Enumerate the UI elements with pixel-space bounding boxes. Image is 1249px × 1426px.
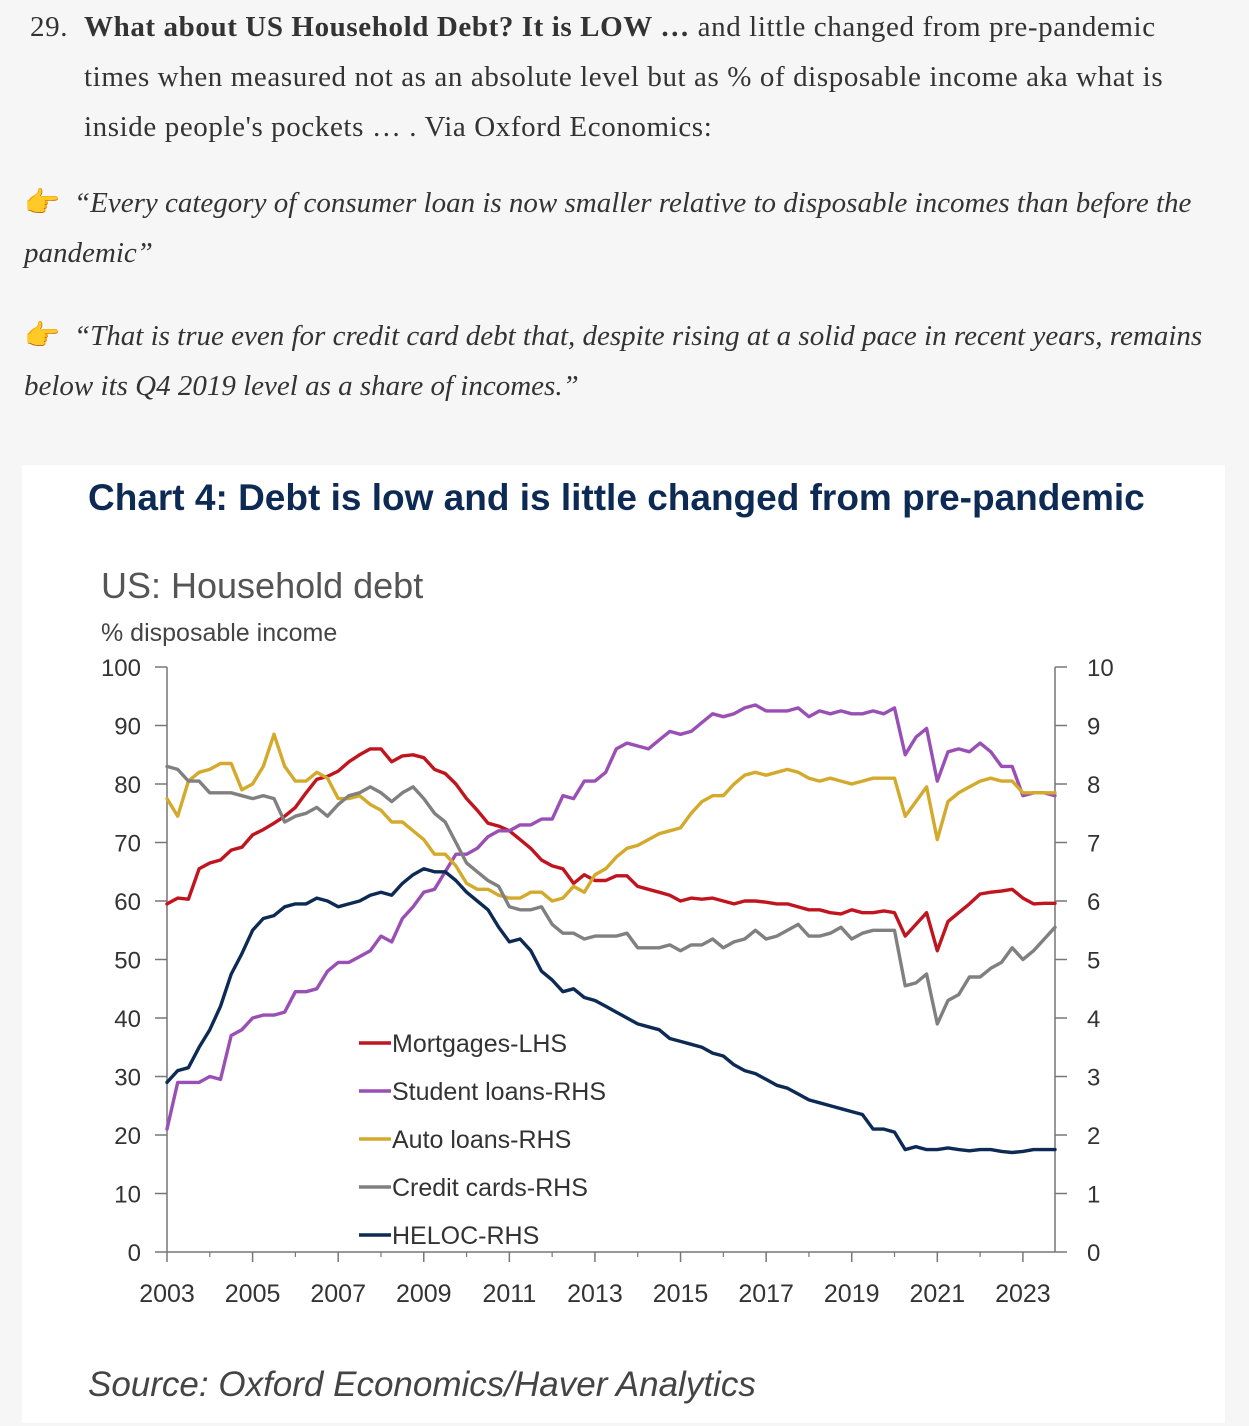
y-left-tick-label: 90 xyxy=(114,714,141,741)
quote-2: 👉 “That is true even for credit card debt… xyxy=(24,311,1214,411)
x-tick-label: 2005 xyxy=(225,1280,281,1308)
x-tick-label: 2021 xyxy=(910,1280,966,1308)
y-right-tick-label: 4 xyxy=(1087,1006,1100,1033)
legend-label: Auto loans-RHS xyxy=(392,1126,571,1154)
y-right-tick-label: 2 xyxy=(1087,1123,1100,1150)
y-right-tick-label: 7 xyxy=(1087,831,1100,858)
legend-label: HELOC-RHS xyxy=(392,1222,539,1250)
legend-label: Credit cards-RHS xyxy=(392,1174,588,1202)
x-tick-label: 2007 xyxy=(310,1280,366,1308)
item-heading: What about US Household Debt? It is LOW … xyxy=(84,11,690,43)
y-left-tick-label: 80 xyxy=(114,772,141,799)
y-right-tick-label: 8 xyxy=(1087,772,1100,799)
line-chart: 0 10 20 30 40 50 60 70 80 90 100 0 1 2 3 4 5 6 7 8 9 10 2003 20… xyxy=(101,655,1114,1308)
pointing-hand-icon: 👉 xyxy=(24,187,61,219)
legend-label: Mortgages-LHS xyxy=(392,1030,567,1058)
item-text: What about US Household Debt? It is LOW … xyxy=(84,2,1200,152)
y-right-tick-label: 1 xyxy=(1087,1182,1100,1209)
x-tick-label: 2019 xyxy=(824,1280,880,1308)
series-line-credit-cards-rhs xyxy=(165,764,1057,1026)
y-axis-label: % disposable income xyxy=(101,619,338,647)
chart-source: Source: Oxford Economics/Haver Analytics xyxy=(88,1365,756,1404)
y-left-tick-label: 20 xyxy=(114,1123,141,1150)
x-tick-label: 2015 xyxy=(653,1280,709,1308)
x-tick-label: 2009 xyxy=(396,1280,452,1308)
x-tick-label: 2017 xyxy=(738,1280,794,1308)
y-left-tick-label: 40 xyxy=(114,1006,141,1033)
series-line-heloc-rhs xyxy=(165,867,1057,1155)
x-tick-label: 2003 xyxy=(139,1280,195,1308)
quote-2-text: “That is true even for credit card debt … xyxy=(24,320,1203,402)
y-right-tick-label: 3 xyxy=(1087,1065,1100,1092)
x-tick-label: 2011 xyxy=(482,1280,536,1308)
x-tick-label: 2023 xyxy=(995,1280,1051,1308)
series-line-auto-loans-rhs xyxy=(165,732,1057,903)
chart-card: Chart 4: Debt is low and is little chang… xyxy=(22,465,1225,1423)
pointing-hand-icon: 👉 xyxy=(24,320,61,352)
y-left-tick-label: 0 xyxy=(128,1240,141,1267)
y-right-tick-label: 6 xyxy=(1087,889,1100,916)
y-left-tick-label: 30 xyxy=(114,1065,141,1092)
y-left-tick-label: 70 xyxy=(114,831,141,858)
chart-heading: Chart 4: Debt is low and is little chang… xyxy=(88,477,1145,518)
y-left-tick-label: 10 xyxy=(114,1182,141,1209)
y-left-tick-label: 50 xyxy=(114,948,141,975)
y-right-tick-label: 9 xyxy=(1087,714,1100,741)
quote-1-text: “Every category of consumer loan is now … xyxy=(24,187,1192,269)
y-right-tick-label: 5 xyxy=(1087,948,1100,975)
list-item-29: 29. What about US Household Debt? It is … xyxy=(30,2,1200,152)
y-left-tick-label: 60 xyxy=(114,889,141,916)
y-right-tick-label: 0 xyxy=(1087,1240,1100,1267)
y-left-tick-label: 100 xyxy=(101,655,141,682)
x-tick-label: 2013 xyxy=(567,1280,623,1308)
item-number: 29. xyxy=(30,11,69,43)
quote-1: 👉 “Every category of consumer loan is now… xyxy=(24,178,1214,278)
legend-label: Student loans-RHS xyxy=(392,1078,606,1106)
series-line-student-loans-rhs xyxy=(165,703,1057,1131)
chart-title: US: Household debt xyxy=(101,565,424,606)
item-body: and little changed from pre-pandemic tim… xyxy=(84,11,1164,143)
y-right-tick-label: 10 xyxy=(1087,655,1114,682)
series-line-mortgages-lhs xyxy=(165,747,1057,953)
